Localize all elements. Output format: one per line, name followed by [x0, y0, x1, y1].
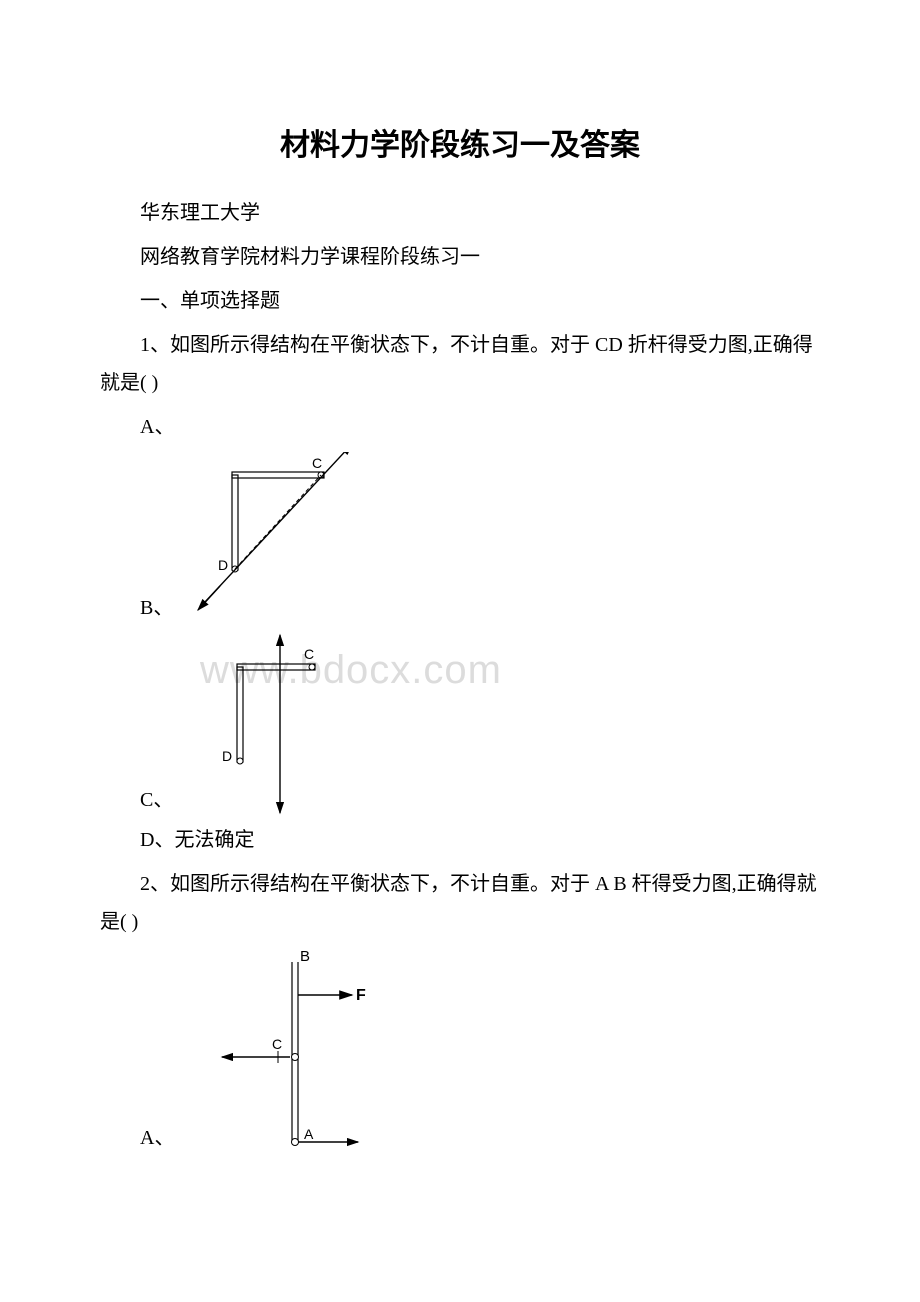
option-2a-row: A、: [100, 947, 820, 1157]
document-content: 材料力学阶段练习一及答案 华东理工大学 网络教育学院材料力学课程阶段练习一 一、…: [100, 120, 820, 1157]
section-heading: 一、单项选择题: [100, 282, 820, 320]
label-C: C: [312, 455, 322, 471]
diagram-1c-svg: C D: [180, 629, 340, 819]
option-1d-label: D、无法确定: [100, 821, 820, 859]
diagram-1b: C D: [180, 452, 360, 627]
option-1c-row: C、 C D: [100, 629, 820, 819]
label-C: C: [272, 1036, 282, 1052]
diagram-2a: B F C A: [180, 947, 380, 1157]
label-C: C: [304, 646, 314, 662]
option-1c-label: C、: [100, 781, 180, 819]
diagram-2a-svg: B F C A: [180, 947, 380, 1157]
label-F: F: [356, 987, 366, 1004]
page-title: 材料力学阶段练习一及答案: [100, 120, 820, 164]
option-1a-label: A、: [100, 408, 820, 446]
option-1b-row: B、 C: [100, 452, 820, 627]
line-university: 华东理工大学: [100, 194, 820, 232]
diagram-1b-svg: C D: [180, 452, 360, 627]
label-D: D: [222, 748, 232, 764]
label-A: A: [304, 1126, 314, 1142]
question-1-text: 1、如图所示得结构在平衡状态下，不计自重。对于 CD 折杆得受力图,正确得就是(…: [100, 326, 820, 402]
label-D: D: [218, 557, 228, 573]
question-2-text: 2、如图所示得结构在平衡状态下，不计自重。对于 A B 杆得受力图,正确得就是(…: [100, 865, 820, 941]
label-B: B: [300, 948, 310, 965]
line-course: 网络教育学院材料力学课程阶段练习一: [100, 238, 820, 276]
diagram-1c: C D: [180, 629, 340, 819]
option-2a-label: A、: [100, 1119, 180, 1157]
option-1b-label: B、: [100, 589, 180, 627]
